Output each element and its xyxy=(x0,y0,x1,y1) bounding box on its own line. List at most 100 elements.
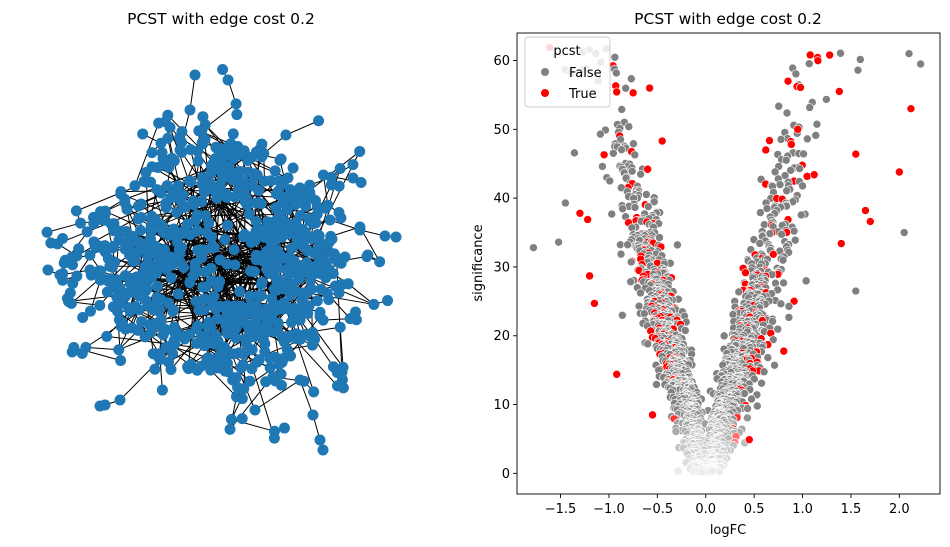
scatter-point xyxy=(621,83,630,93)
scatter-point xyxy=(796,83,805,92)
legend-title: pcst xyxy=(553,44,580,59)
scatter-point xyxy=(630,150,640,160)
scatter-point xyxy=(673,466,683,476)
scatter-point-other xyxy=(554,237,563,247)
network-node xyxy=(58,257,70,269)
network-node xyxy=(314,306,326,318)
scatter-point-pcst xyxy=(645,83,654,93)
network-node xyxy=(238,145,250,157)
scatter-point-other xyxy=(851,286,861,296)
y-tick-label: 50 xyxy=(493,123,510,138)
x-tick-label: 2.0 xyxy=(889,502,910,517)
scatter-point xyxy=(813,56,823,65)
scatter-point xyxy=(655,233,664,242)
network-node xyxy=(233,347,245,359)
scatter-point xyxy=(789,296,799,306)
network-node xyxy=(153,351,165,363)
scatter-point xyxy=(630,203,640,212)
network-node xyxy=(167,304,179,316)
network-edge xyxy=(189,74,196,111)
network-node xyxy=(160,202,172,214)
scatter-point xyxy=(796,210,806,220)
network-node xyxy=(142,249,154,261)
network-node xyxy=(169,338,181,350)
network-node xyxy=(135,224,147,236)
network-node xyxy=(238,302,250,314)
network-node xyxy=(237,359,249,371)
network-node xyxy=(199,337,211,349)
scatter-point xyxy=(570,148,579,158)
legend-marker-false xyxy=(541,68,549,76)
scatter-point xyxy=(681,326,690,335)
network-node xyxy=(324,214,336,226)
scatter-point xyxy=(782,108,792,118)
network-node xyxy=(191,224,203,236)
network-node xyxy=(354,224,366,236)
x-tick-label: 0.5 xyxy=(744,502,765,517)
scatter-point xyxy=(757,378,766,388)
network-node xyxy=(67,277,79,289)
network-node xyxy=(133,236,145,248)
network-node xyxy=(84,305,96,317)
network-panel: PCST with edge cost 0.2 xyxy=(41,10,402,456)
scatter-point xyxy=(616,183,626,193)
scatter-points xyxy=(545,43,865,477)
scatter-point xyxy=(789,226,799,236)
scatter-point-pcst xyxy=(906,104,916,113)
network-node xyxy=(88,236,100,248)
network-node xyxy=(285,350,297,362)
network-node xyxy=(334,321,346,333)
network-node xyxy=(335,212,347,224)
scatter-point xyxy=(836,48,845,58)
scatter-point xyxy=(759,367,769,377)
network-node xyxy=(286,223,298,235)
network-node xyxy=(295,331,307,343)
network-node xyxy=(246,363,258,375)
network-node xyxy=(129,301,141,313)
network-node xyxy=(218,341,230,353)
network-node xyxy=(314,434,326,446)
scatter-point xyxy=(697,467,707,477)
network-node xyxy=(151,184,163,196)
network-node xyxy=(155,294,167,306)
scatter-point xyxy=(610,53,620,62)
x-axis-label: logFC xyxy=(710,523,746,538)
scatter-point xyxy=(752,401,762,411)
network-node xyxy=(229,259,241,271)
network-node xyxy=(323,246,335,258)
network-node xyxy=(218,301,230,313)
scatter-point xyxy=(596,129,605,139)
network-node xyxy=(241,318,253,330)
network-node xyxy=(230,98,242,110)
network-node xyxy=(259,346,271,358)
network-node xyxy=(317,444,329,456)
y-tick-label: 30 xyxy=(493,260,510,275)
network-node xyxy=(274,154,286,166)
network-node xyxy=(140,166,152,178)
network-node xyxy=(276,221,288,233)
network-node xyxy=(216,173,228,185)
network-node xyxy=(102,253,114,265)
network-edge xyxy=(210,369,237,398)
network-node xyxy=(191,337,203,349)
scatter-point-pcst xyxy=(835,87,844,96)
scatter-point xyxy=(715,467,724,477)
network-node xyxy=(245,152,257,164)
scatter-point xyxy=(642,190,651,199)
y-tick-label: 40 xyxy=(493,192,510,207)
scatter-point xyxy=(762,204,772,213)
network-node xyxy=(214,275,226,287)
scatter-point xyxy=(623,240,632,250)
network-edge xyxy=(85,346,119,351)
network-node xyxy=(132,324,144,336)
x-tick-label: −1.0 xyxy=(593,502,625,517)
scatter-point xyxy=(765,136,774,145)
scatter-point xyxy=(605,176,615,186)
network-node xyxy=(221,327,233,339)
scatter-point xyxy=(652,380,661,389)
legend-marker-true xyxy=(541,89,549,97)
network-node xyxy=(124,286,136,298)
scatter-point xyxy=(856,55,865,64)
network-node xyxy=(227,142,239,154)
scatter-point-other xyxy=(529,243,538,252)
